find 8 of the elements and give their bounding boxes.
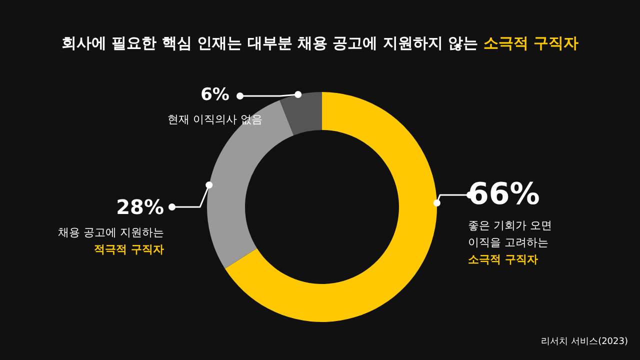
donut-slice <box>280 92 322 136</box>
chart-title: 회사에 필요한 핵심 인재는 대부분 채용 공고에 지원하지 않는 소극적 구직자 <box>60 34 580 53</box>
slice-label: 좋은 기회가 오면 이직을 고려하는 소극적 구직자 <box>468 218 553 268</box>
slice-label: 채용 공고에 지원하는 적극적 구직자 <box>57 225 164 258</box>
text: 리서치 서비스(2023) <box>541 336 628 348</box>
data-label: 6% <box>200 85 230 105</box>
data-label: 28% <box>115 195 164 219</box>
data-label: 66% <box>468 177 541 212</box>
